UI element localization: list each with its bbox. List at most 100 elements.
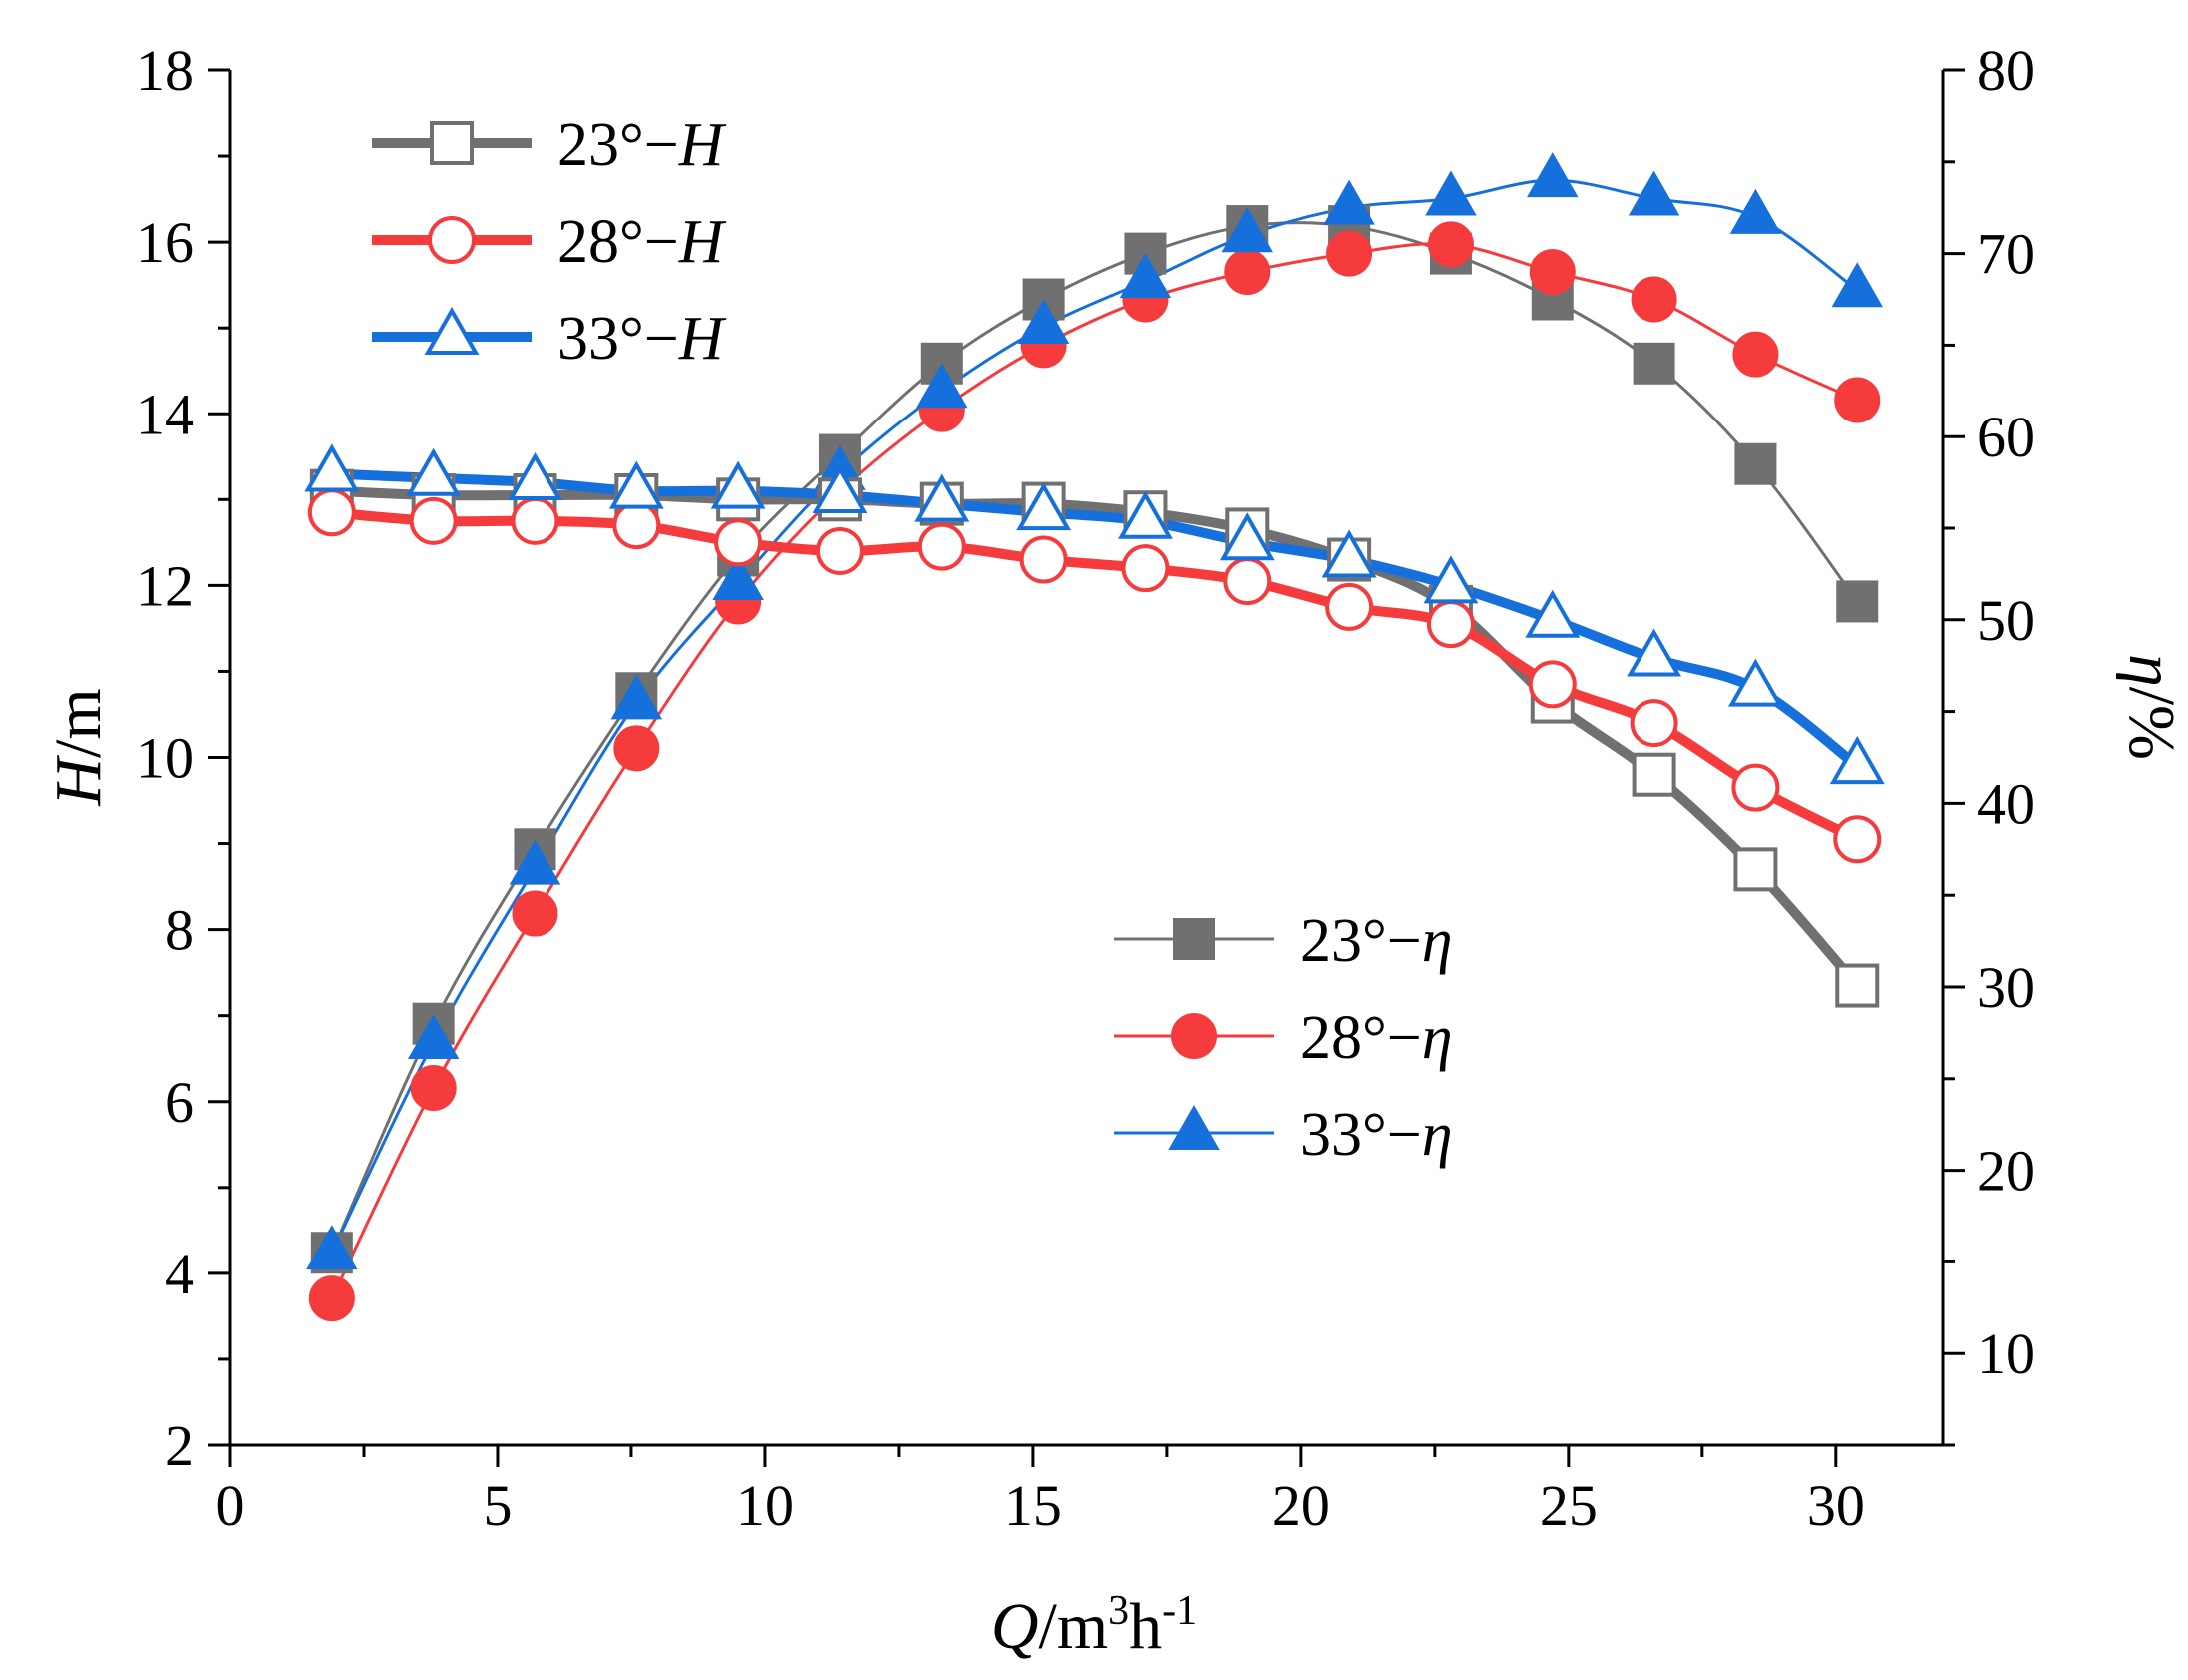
legend-marker — [424, 306, 480, 355]
x-tick-label: 15 — [1004, 1473, 1062, 1538]
data-point-series-1 — [1426, 600, 1475, 649]
y-left-tick-label: 4 — [165, 1242, 194, 1306]
data-point-series-2 — [812, 464, 868, 513]
legend-label: 23°−H — [557, 111, 727, 179]
y-left-axis-title: H/m — [42, 688, 115, 806]
y-right-tick-label: 20 — [1977, 1139, 2035, 1204]
series-line-1 — [331, 507, 1860, 844]
legends: 23°−H 28°−H 33°−H 23°−η 28°−η 33°−η — [372, 111, 1453, 1169]
data-point-series-2 — [914, 473, 970, 522]
legend-label: 33°−η — [1300, 1101, 1453, 1169]
data-point-series-0 — [1632, 752, 1676, 797]
tick-labels: 0 5 10 15 20 25 30 2 4 6 8 10 12 14 16 18 10 20 30 40 50 60 70… — [136, 38, 2035, 1538]
data-point-series-4 — [512, 890, 558, 937]
x-tick-label: 5 — [483, 1473, 512, 1538]
data-point-series-5 — [1323, 179, 1375, 225]
data-point-series-4 — [1732, 331, 1779, 378]
x-tick-label: 20 — [1272, 1473, 1330, 1538]
x-axis-title: Q/m3h-1 — [991, 1588, 1197, 1663]
legend-center-right: 23°−η 28°−η 33°−η — [1114, 907, 1453, 1169]
y-right-axis-title: η/% — [2115, 654, 2188, 760]
data-point-series-3 — [1633, 342, 1675, 385]
axis-ticks — [208, 68, 1965, 1467]
legend-marker — [1173, 918, 1215, 960]
y-right-tick-label: 50 — [1977, 588, 2035, 653]
legend-marker — [428, 216, 476, 264]
data-point-series-1 — [1121, 544, 1170, 593]
legend-marker — [430, 121, 474, 165]
data-point-series-4 — [308, 1275, 355, 1322]
data-point-series-5 — [1119, 253, 1172, 299]
series-line-2 — [331, 468, 1861, 771]
data-point-series-5 — [610, 674, 663, 720]
data-point-series-1 — [1019, 535, 1068, 584]
data-point-series-3 — [1836, 580, 1879, 623]
y-left-tick-label: 10 — [136, 726, 194, 791]
data-point-series-0 — [1835, 963, 1880, 1008]
y-left-tick-label: 18 — [136, 38, 194, 103]
data-point-series-5 — [1831, 262, 1883, 308]
data-point-series-2 — [1321, 529, 1377, 578]
data-point-series-2 — [304, 443, 360, 492]
legend-label: 28°−η — [1300, 1004, 1453, 1072]
data-point-series-5 — [1425, 170, 1477, 216]
legend-item: 28°−H — [372, 208, 727, 276]
legend-item: 33°−H — [372, 305, 727, 373]
data-point-series-1 — [612, 501, 661, 550]
data-point-series-2 — [1727, 658, 1783, 707]
series-line-4 — [330, 242, 1858, 1299]
data-point-series-1 — [917, 522, 966, 571]
data-point-series-2 — [406, 447, 462, 496]
data-point-series-1 — [1731, 763, 1780, 812]
data-point-series-0 — [1733, 847, 1778, 892]
x-tick-label: 10 — [736, 1473, 794, 1538]
data-point-series-1 — [307, 488, 356, 537]
data-point-series-1 — [1325, 582, 1374, 631]
data-point-series-1 — [1630, 699, 1678, 748]
data-point-series-4 — [1427, 221, 1474, 268]
legend-label: 28°−H — [557, 208, 727, 276]
data-point-series-1 — [815, 526, 864, 575]
data-point-series-4 — [613, 725, 660, 772]
data-point-series-5 — [509, 839, 561, 885]
data-point-series-4 — [1631, 276, 1677, 323]
data-point-series-1 — [409, 496, 458, 545]
data-point-series-2 — [710, 460, 766, 509]
legend-item: 33°−η — [1114, 1101, 1453, 1169]
y-right-tick-label: 60 — [1977, 405, 2035, 469]
y-right-tick-label: 40 — [1977, 771, 2035, 836]
data-point-series-2 — [1219, 512, 1275, 561]
legend-item: 23°−η — [1114, 907, 1453, 975]
y-left-tick-label: 6 — [165, 1070, 194, 1135]
data-point-series-4 — [1326, 230, 1373, 277]
data-point-series-2 — [1525, 589, 1581, 638]
data-point-series-5 — [1527, 152, 1579, 198]
data-point-series-4 — [410, 1064, 457, 1111]
legend-label: 23°−η — [1300, 907, 1453, 975]
y-left-tick-label: 14 — [136, 382, 194, 446]
y-right-tick-label: 70 — [1977, 222, 2035, 287]
y-left-tick-label: 8 — [165, 898, 194, 963]
x-tick-label: 30 — [1807, 1473, 1865, 1538]
data-point-series-5 — [712, 555, 764, 601]
legend-item: 28°−η — [1114, 1004, 1453, 1072]
data-point-series-2 — [608, 460, 664, 509]
data-point-series-2 — [508, 452, 562, 501]
legend-marker — [1171, 1013, 1217, 1059]
series-line-0 — [331, 485, 1862, 989]
data-point-series-2 — [1016, 482, 1072, 531]
data-point-series-4 — [1224, 248, 1271, 295]
y-right-tick-label: 10 — [1977, 1321, 2035, 1386]
x-tick-label: 0 — [216, 1473, 245, 1538]
x-tick-label: 25 — [1540, 1473, 1598, 1538]
data-point-series-1 — [714, 518, 763, 567]
data-point-series-1 — [1528, 660, 1577, 709]
data-point-series-5 — [1017, 298, 1070, 344]
series-line-3 — [330, 221, 1859, 1254]
data-point-series-2 — [1829, 736, 1885, 785]
legend-marker — [1168, 1104, 1220, 1150]
series-markers — [304, 152, 1885, 1322]
data-point-series-2 — [1118, 490, 1173, 539]
data-point-series-5 — [1729, 188, 1782, 234]
